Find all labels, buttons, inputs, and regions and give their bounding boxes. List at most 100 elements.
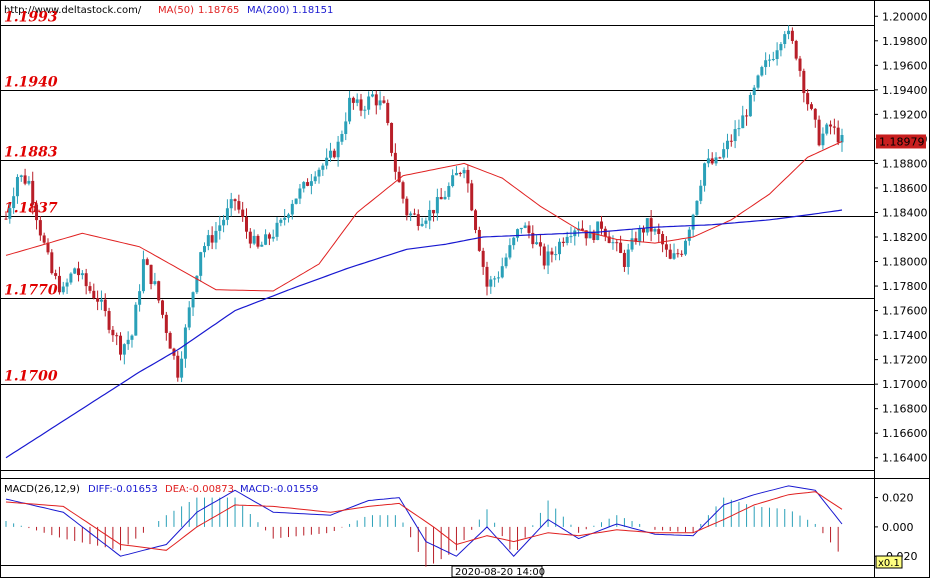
candle-body bbox=[657, 229, 661, 235]
macd-dea-line bbox=[5, 491, 843, 551]
candle-body bbox=[222, 219, 226, 226]
macd-tick-label: 0.000 bbox=[882, 521, 914, 534]
candle-body bbox=[676, 253, 680, 255]
candle-body bbox=[38, 220, 42, 236]
candle-body bbox=[96, 298, 100, 302]
candle-body bbox=[729, 140, 733, 142]
candle-body bbox=[248, 231, 252, 244]
candle-body bbox=[359, 99, 363, 111]
candle-body bbox=[764, 60, 768, 68]
candle-body bbox=[176, 355, 180, 378]
candle-body bbox=[706, 158, 710, 164]
candle-body bbox=[332, 150, 336, 158]
candle-body bbox=[798, 58, 802, 71]
candle-body bbox=[760, 67, 764, 76]
price-tick-label: 1.17800 bbox=[882, 280, 928, 293]
candle-body bbox=[134, 304, 138, 336]
candle-body bbox=[4, 218, 8, 220]
candle-body bbox=[611, 242, 615, 244]
candle-body bbox=[409, 213, 413, 216]
candle-body bbox=[832, 126, 836, 128]
macd-value: MACD:-0.01559 bbox=[240, 484, 318, 495]
candle-body bbox=[699, 185, 703, 201]
candle-body bbox=[203, 246, 207, 253]
candle-body bbox=[126, 339, 130, 345]
candle-body bbox=[302, 182, 306, 189]
candle-body bbox=[390, 122, 394, 153]
candle-body bbox=[435, 197, 439, 214]
candle-body bbox=[664, 244, 668, 250]
candle-body bbox=[630, 238, 634, 250]
candlesticks bbox=[4, 25, 844, 383]
candle-body bbox=[737, 128, 741, 130]
candle-body bbox=[42, 235, 46, 243]
candle-body bbox=[370, 94, 374, 97]
candle-body bbox=[592, 231, 596, 241]
candle-body bbox=[447, 186, 451, 197]
candle-body bbox=[344, 121, 348, 135]
candle-body bbox=[264, 234, 268, 245]
candle-body bbox=[603, 228, 607, 237]
candle-body bbox=[771, 59, 775, 61]
candle-body bbox=[420, 223, 424, 226]
price-tick-label: 1.17600 bbox=[882, 305, 928, 318]
price-tick-label: 1.19200 bbox=[882, 108, 928, 121]
candle-body bbox=[809, 104, 813, 109]
candle-body bbox=[439, 197, 443, 200]
price-tick-label: 1.18200 bbox=[882, 231, 928, 244]
candle-body bbox=[19, 175, 23, 177]
candle-body bbox=[130, 335, 134, 340]
candle-body bbox=[141, 259, 145, 292]
candle-body bbox=[466, 169, 470, 184]
candle-body bbox=[50, 252, 54, 274]
candle-body bbox=[462, 169, 466, 174]
candle-body bbox=[393, 152, 397, 172]
candle-body bbox=[61, 286, 65, 293]
candle-body bbox=[283, 217, 287, 220]
candle-body bbox=[504, 257, 508, 267]
candle-body bbox=[157, 281, 161, 301]
candle-body bbox=[722, 149, 726, 158]
candle-body bbox=[122, 344, 126, 355]
candle-body bbox=[783, 34, 787, 45]
candle-body bbox=[260, 244, 264, 247]
candle-body bbox=[229, 199, 233, 209]
candle-body bbox=[840, 135, 844, 143]
candle-body bbox=[88, 286, 92, 291]
candle-body bbox=[561, 241, 565, 244]
candle-body bbox=[519, 227, 523, 230]
time-label-box bbox=[451, 565, 543, 578]
candle-body bbox=[328, 150, 332, 158]
candle-body bbox=[378, 100, 382, 106]
candle-body bbox=[825, 124, 829, 134]
candle-body bbox=[416, 214, 420, 226]
candle-body bbox=[836, 127, 840, 143]
candle-body bbox=[73, 268, 77, 274]
candle-body bbox=[241, 209, 245, 217]
candle-body bbox=[829, 124, 833, 127]
candle-body bbox=[527, 225, 531, 233]
candle-body bbox=[493, 278, 497, 280]
candle-body bbox=[31, 180, 35, 205]
candle-body bbox=[458, 173, 462, 175]
ma200-value: 1.18151 bbox=[292, 5, 333, 16]
candle-body bbox=[187, 307, 191, 328]
ma200-label: MA(200) bbox=[247, 5, 289, 16]
candle-body bbox=[412, 213, 416, 215]
candle-body bbox=[680, 253, 684, 255]
price-tick-label: 1.18600 bbox=[882, 182, 928, 195]
candle-body bbox=[321, 165, 325, 170]
candle-body bbox=[683, 240, 687, 255]
candle-body bbox=[767, 59, 771, 61]
candle-body bbox=[596, 221, 600, 241]
price-tick-label: 1.16600 bbox=[882, 427, 928, 440]
candle-body bbox=[813, 108, 817, 120]
price-levels: 1.1993 1.1940 1.1883 1.1837 1.1770 1.1700 bbox=[0, 10, 874, 385]
candle-body bbox=[451, 175, 455, 187]
candle-body bbox=[115, 335, 119, 337]
macd-diff: DIFF:-0.01653 bbox=[88, 484, 158, 495]
candle-body bbox=[405, 198, 409, 216]
candle-body bbox=[363, 109, 367, 111]
candle-body bbox=[355, 99, 359, 103]
